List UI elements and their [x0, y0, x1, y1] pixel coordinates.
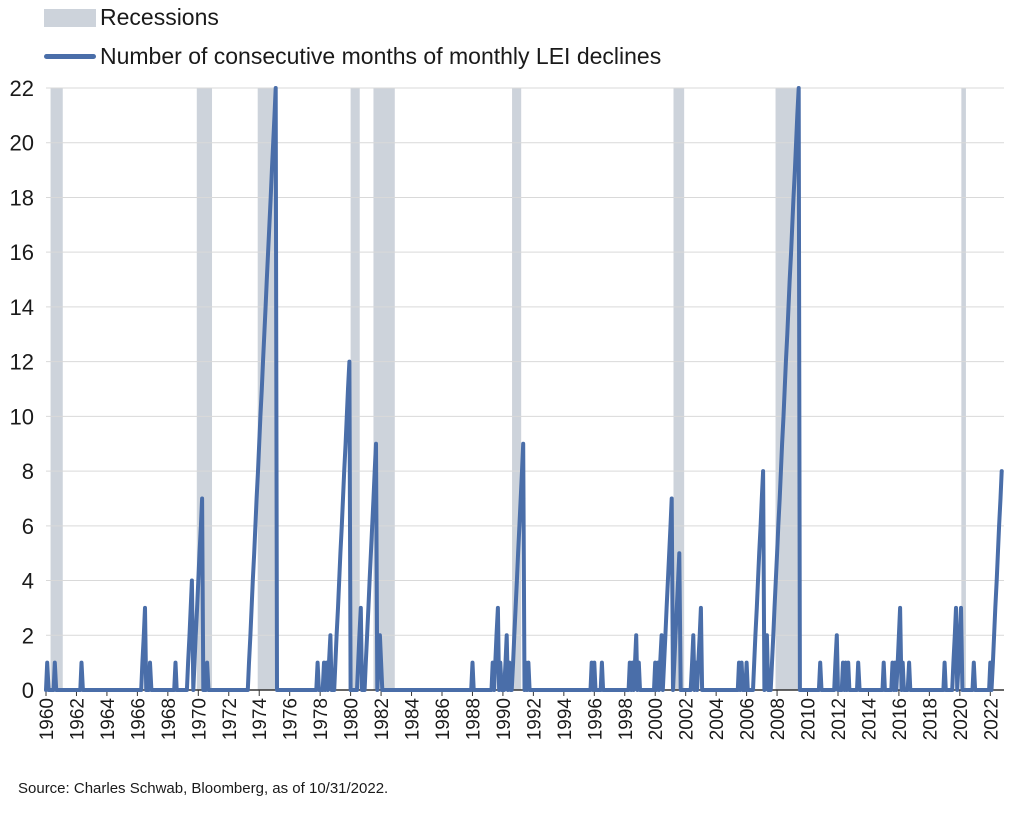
- x-tick-label-1986: 1986: [433, 698, 454, 740]
- recession-band-2: [257, 88, 278, 690]
- y-tick-label-20: 20: [10, 131, 34, 156]
- x-tick-label-1980: 1980: [342, 698, 363, 740]
- y-tick-label-18: 18: [10, 185, 34, 210]
- x-tick-label-2002: 2002: [677, 698, 698, 740]
- y-tick-label-22: 22: [10, 76, 34, 101]
- y-tick-label-8: 8: [22, 459, 34, 484]
- x-tick-label-1968: 1968: [159, 698, 180, 740]
- y-tick-label-16: 16: [10, 240, 34, 265]
- legend-item-series: Number of consecutive months of monthly …: [44, 43, 661, 70]
- x-tick-label-2004: 2004: [707, 698, 728, 741]
- x-tick-label-2012: 2012: [829, 698, 850, 740]
- x-tick-label-2010: 2010: [799, 698, 820, 740]
- x-tick-label-1976: 1976: [281, 698, 302, 740]
- legend-swatch-series: [44, 54, 96, 59]
- x-tick-label-2018: 2018: [920, 698, 941, 740]
- legend-item-recessions: Recessions: [44, 4, 219, 31]
- recession-band-0: [50, 88, 63, 690]
- x-tick-label-2020: 2020: [951, 698, 972, 740]
- legend-swatch-recessions: [44, 8, 96, 27]
- source-note: Source: Charles Schwab, Bloomberg, as of…: [18, 780, 389, 797]
- y-tick-label-4: 4: [22, 569, 34, 594]
- x-tick-label-1964: 1964: [98, 698, 119, 741]
- x-tick-label-1982: 1982: [372, 698, 393, 740]
- y-tick-label-6: 6: [22, 514, 34, 539]
- x-tick-label-1994: 1994: [555, 698, 576, 741]
- x-tick-label-1988: 1988: [463, 698, 484, 740]
- x-tick-label-1960: 1960: [37, 698, 58, 740]
- x-tick-label-2022: 2022: [981, 698, 1002, 740]
- recession-band-5: [512, 88, 522, 690]
- x-tick-label-1962: 1962: [67, 698, 88, 740]
- x-tick-label-2016: 2016: [890, 698, 911, 740]
- recession-band-3: [350, 88, 360, 690]
- y-tick-label-2: 2: [22, 623, 34, 648]
- series-line-0: [44, 86, 1004, 692]
- x-tick-label-2008: 2008: [768, 698, 789, 740]
- legend-label-series: Number of consecutive months of monthly …: [100, 43, 662, 69]
- x-tick-label-1974: 1974: [250, 698, 271, 741]
- x-tick-label-1984: 1984: [403, 698, 424, 741]
- x-tick-label-1998: 1998: [616, 698, 637, 740]
- recession-band-4: [373, 88, 395, 690]
- x-tick-label-1990: 1990: [494, 698, 515, 740]
- x-tick-label-1996: 1996: [585, 698, 606, 740]
- x-tick-label-2000: 2000: [646, 698, 667, 740]
- legend-label-recessions: Recessions: [100, 4, 219, 30]
- y-tick-label-14: 14: [10, 295, 34, 320]
- x-tick-label-1972: 1972: [220, 698, 241, 740]
- x-tick-label-2014: 2014: [859, 698, 880, 741]
- x-tick-label-1970: 1970: [189, 698, 210, 740]
- x-tick-label-1966: 1966: [128, 698, 149, 740]
- y-tick-label-10: 10: [10, 404, 34, 429]
- x-tick-label-1978: 1978: [311, 698, 332, 740]
- y-tick-label-12: 12: [10, 350, 34, 375]
- recession-band-6: [673, 88, 685, 690]
- y-tick-label-0: 0: [22, 678, 34, 703]
- x-tick-label-1992: 1992: [524, 698, 545, 740]
- recession-band-8: [961, 88, 966, 690]
- x-tick-label-2006: 2006: [738, 698, 759, 740]
